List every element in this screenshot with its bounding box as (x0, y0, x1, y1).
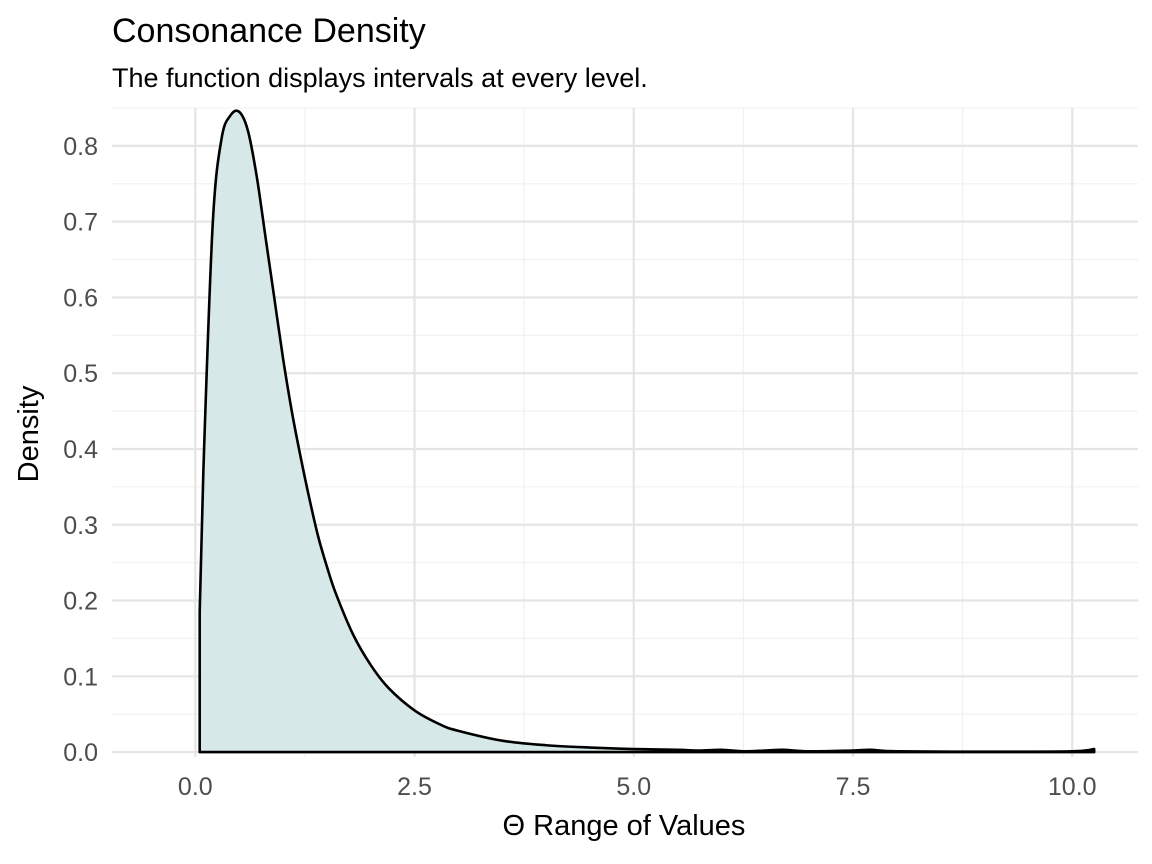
density-area-fill (199, 110, 1095, 753)
y-tick-label: 0.8 (63, 133, 98, 161)
y-axis-title: Density (13, 385, 45, 482)
y-tick-label: 0.7 (63, 209, 98, 237)
y-axis-ticks: 0.0 0.1 0.2 0.3 0.4 0.5 0.6 0.7 0.8 (63, 133, 98, 767)
x-tick-label: 5.0 (616, 773, 651, 801)
y-tick-label: 0.4 (63, 436, 98, 464)
x-axis-title: Θ Range of Values (503, 810, 746, 842)
y-tick-label: 0.2 (63, 588, 98, 616)
chart-subtitle: The function displays intervals at every… (112, 63, 648, 93)
density-curve-line (198, 109, 1096, 754)
x-axis-ticks: 0.0 2.5 5.0 7.5 10.0 (178, 773, 1097, 801)
chart-title: Consonance Density (112, 12, 426, 50)
y-tick-label: 0.3 (63, 512, 98, 540)
x-tick-label: 7.5 (836, 773, 871, 801)
y-tick-label: 0.0 (63, 739, 98, 767)
plot-area (198, 109, 1096, 754)
y-tick-label: 0.6 (63, 284, 98, 312)
x-tick-label: 10.0 (1048, 773, 1097, 801)
y-tick-label: 0.5 (63, 360, 98, 388)
y-tick-label: 0.1 (63, 663, 98, 691)
x-tick-label: 0.0 (178, 773, 213, 801)
x-tick-label: 2.5 (397, 773, 432, 801)
